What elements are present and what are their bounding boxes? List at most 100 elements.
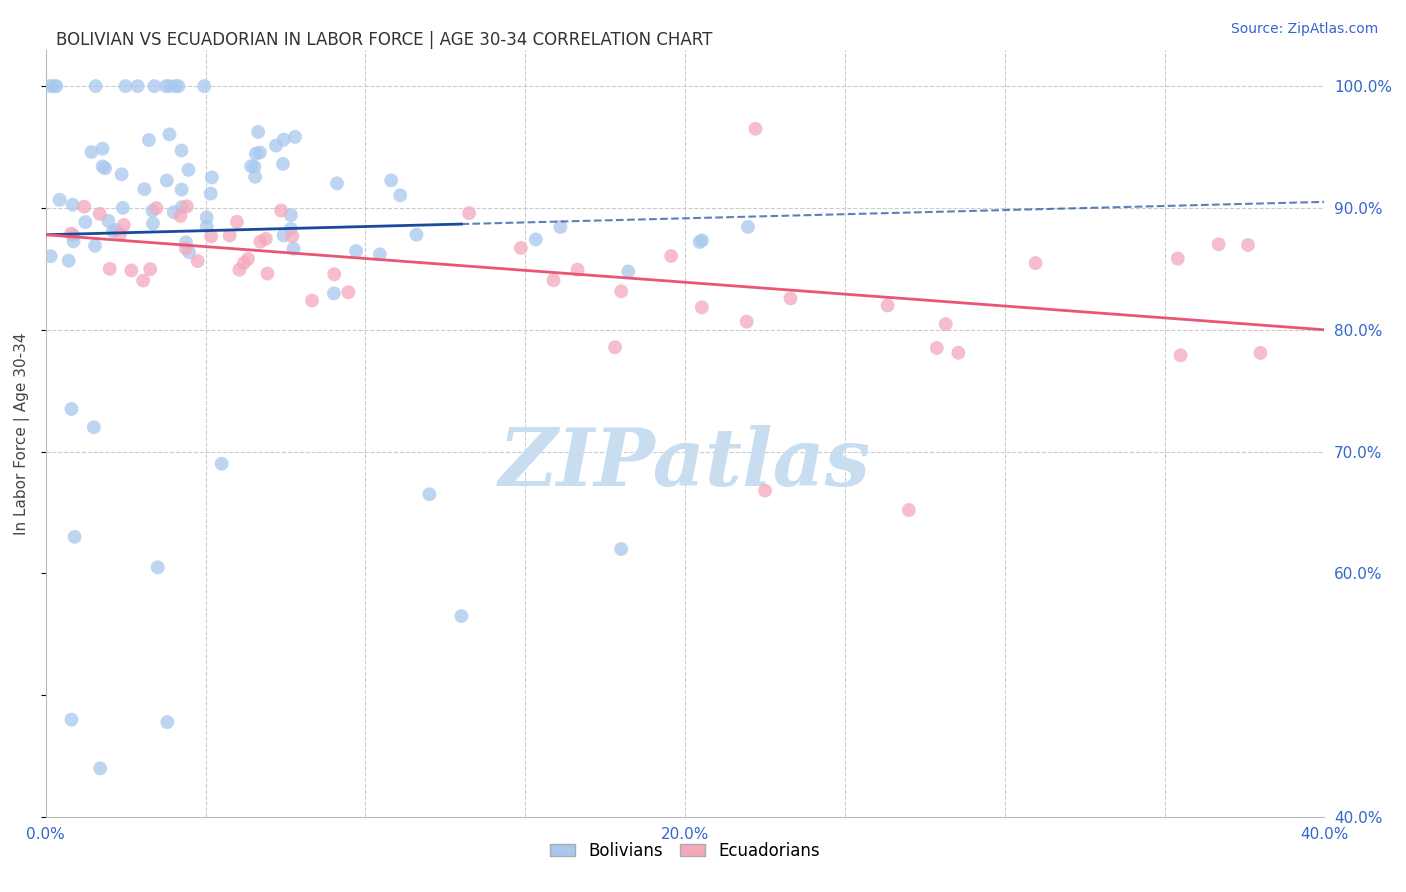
Bolivians [170, 200, 193, 214]
Ecuadorians [139, 262, 162, 277]
Text: BOLIVIAN VS ECUADORIAN IN LABOR FORCE | AGE 30-34 CORRELATION CHART: BOLIVIAN VS ECUADORIAN IN LABOR FORCE | … [56, 31, 713, 49]
Bolivians [170, 144, 193, 158]
Bolivians [524, 232, 547, 246]
Legend: Bolivians, Ecuadorians: Bolivians, Ecuadorians [544, 835, 827, 866]
Bolivians [94, 161, 117, 176]
Bolivians [344, 244, 367, 258]
Y-axis label: In Labor Force | Age 30-34: In Labor Force | Age 30-34 [14, 332, 30, 534]
Bolivians [114, 79, 136, 94]
Bolivians [48, 193, 70, 207]
Bolivians [249, 145, 271, 160]
Bolivians [42, 79, 65, 94]
Ecuadorians [567, 262, 589, 277]
Ecuadorians [228, 262, 250, 277]
Bolivians [138, 133, 160, 147]
Bolivians [243, 169, 266, 184]
Ecuadorians [1025, 256, 1047, 270]
Ecuadorians [200, 229, 222, 244]
Bolivians [284, 129, 307, 144]
Bolivians [264, 138, 287, 153]
Ecuadorians [169, 209, 191, 223]
Bolivians [39, 79, 62, 94]
Bolivians [617, 264, 640, 278]
Ecuadorians [876, 298, 898, 312]
Ecuadorians [690, 301, 713, 315]
Bolivians [245, 146, 267, 161]
Bolivians [134, 182, 156, 196]
Bolivians [273, 133, 295, 147]
Ecuadorians [458, 206, 481, 220]
Ecuadorians [337, 285, 360, 300]
Ecuadorians [120, 263, 142, 277]
Ecuadorians [925, 341, 948, 355]
Ecuadorians [232, 256, 254, 270]
Bolivians [195, 211, 218, 225]
Bolivians [62, 235, 84, 249]
Bolivians [141, 203, 163, 218]
Ecuadorians [236, 252, 259, 266]
Ecuadorians [132, 274, 155, 288]
Ecuadorians [112, 218, 135, 232]
Bolivians [690, 234, 713, 248]
Ecuadorians [89, 207, 111, 221]
Bolivians [62, 228, 84, 243]
Ecuadorians [603, 340, 626, 354]
Bolivians [63, 530, 86, 544]
Bolivians [737, 219, 759, 234]
Ecuadorians [948, 345, 970, 359]
Bolivians [91, 160, 114, 174]
Ecuadorians [779, 292, 801, 306]
Bolivians [550, 219, 572, 234]
Bolivians [84, 79, 107, 94]
Bolivians [193, 79, 215, 94]
Bolivians [167, 79, 190, 94]
Bolivians [163, 205, 186, 219]
Bolivians [101, 224, 124, 238]
Ecuadorians [256, 267, 278, 281]
Ecuadorians [218, 228, 240, 243]
Bolivians [159, 79, 181, 94]
Ecuadorians [1237, 238, 1260, 252]
Bolivians [326, 177, 349, 191]
Ecuadorians [281, 229, 304, 244]
Ecuadorians [1208, 237, 1230, 252]
Ecuadorians [754, 483, 776, 498]
Bolivians [201, 170, 224, 185]
Bolivians [610, 542, 633, 557]
Bolivians [689, 235, 711, 249]
Bolivians [127, 79, 149, 94]
Bolivians [418, 487, 440, 501]
Bolivians [155, 79, 177, 94]
Bolivians [273, 228, 295, 243]
Bolivians [271, 157, 294, 171]
Ecuadorians [897, 503, 920, 517]
Ecuadorians [108, 227, 131, 242]
Ecuadorians [176, 199, 198, 213]
Ecuadorians [254, 232, 277, 246]
Ecuadorians [659, 249, 682, 263]
Bolivians [195, 219, 218, 234]
Ecuadorians [935, 317, 957, 331]
Bolivians [110, 167, 132, 181]
Bolivians [91, 142, 114, 156]
Bolivians [389, 188, 412, 202]
Bolivians [39, 249, 62, 263]
Bolivians [45, 79, 67, 94]
Ecuadorians [73, 200, 96, 214]
Bolivians [80, 145, 103, 159]
Bolivians [75, 215, 97, 229]
Ecuadorians [301, 293, 323, 308]
Text: Source: ZipAtlas.com: Source: ZipAtlas.com [1230, 22, 1378, 37]
Ecuadorians [1249, 346, 1271, 360]
Bolivians [283, 242, 305, 256]
Ecuadorians [735, 315, 758, 329]
Bolivians [60, 713, 83, 727]
Bolivians [170, 183, 193, 197]
Bolivians [280, 222, 302, 236]
Bolivians [450, 609, 472, 624]
Ecuadorians [1167, 252, 1189, 266]
Bolivians [62, 198, 84, 212]
Ecuadorians [60, 227, 83, 241]
Bolivians [58, 253, 80, 268]
Bolivians [84, 239, 107, 253]
